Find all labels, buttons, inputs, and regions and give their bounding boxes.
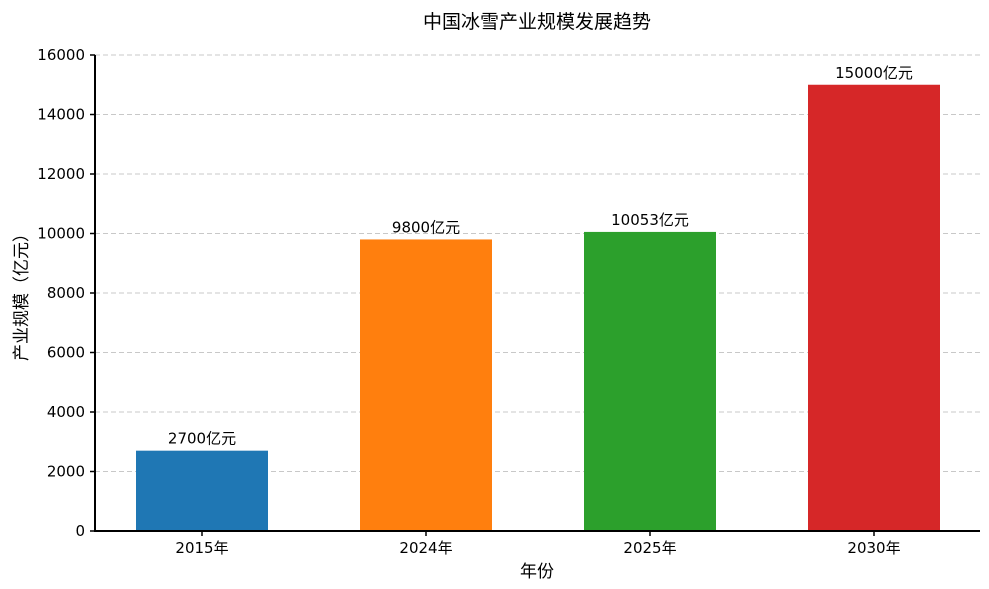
y-axis-label: 产业规模（亿元） bbox=[12, 225, 32, 361]
data-label: 15000亿元 bbox=[835, 64, 913, 82]
data-label: 9800亿元 bbox=[392, 218, 460, 236]
bar bbox=[584, 231, 716, 531]
y-tick-label: 14000 bbox=[37, 106, 85, 124]
x-tick-label: 2015年 bbox=[175, 539, 228, 557]
bar bbox=[360, 239, 492, 531]
x-tick-label: 2025年 bbox=[623, 539, 676, 557]
chart-title: 中国冰雪产业规模发展趋势 bbox=[423, 11, 651, 33]
x-tick-label: 2030年 bbox=[847, 539, 900, 557]
y-axis-ticks: 0 2000 4000 6000 8000 10000 12000 14000 16000 bbox=[37, 46, 95, 540]
y-tick-label: 4000 bbox=[47, 403, 85, 421]
bar bbox=[808, 84, 940, 531]
y-tick-label: 16000 bbox=[37, 46, 85, 64]
y-tick-label: 12000 bbox=[37, 165, 85, 183]
data-label: 2700亿元 bbox=[168, 430, 236, 448]
y-tick-label: 6000 bbox=[47, 344, 85, 362]
y-tick-label: 10000 bbox=[37, 225, 85, 243]
data-label: 10053亿元 bbox=[611, 211, 689, 229]
y-tick-label: 0 bbox=[75, 522, 85, 540]
bars: 2700亿元 9800亿元 10053亿元 15000亿元 bbox=[136, 64, 940, 531]
y-tick-label: 2000 bbox=[47, 463, 85, 481]
x-tick-label: 2024年 bbox=[399, 539, 452, 557]
gridlines bbox=[95, 54, 980, 472]
y-tick-label: 8000 bbox=[47, 284, 85, 302]
x-axis-ticks: 2015年 2024年 2025年 2030年 bbox=[175, 531, 901, 557]
x-axis-label: 年份 bbox=[520, 562, 554, 582]
bar bbox=[136, 450, 268, 531]
